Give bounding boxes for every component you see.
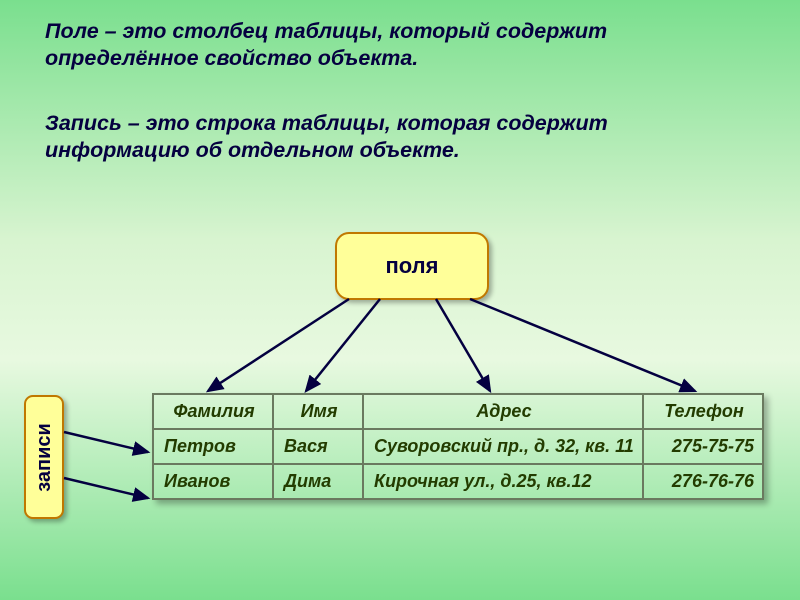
col-header-addr: Адрес <box>363 394 643 429</box>
definition-field: Поле – это столбец таблицы, который соде… <box>45 18 755 72</box>
fields-node-label: поля <box>386 253 439 279</box>
cell-name: Дима <box>273 464 363 499</box>
cell-tel: 276-76-76 <box>643 464 763 499</box>
cell-addr: Кирочная ул., д.25, кв.12 <box>363 464 643 499</box>
records-node-label: записи <box>33 423 56 492</box>
arrow <box>306 299 380 391</box>
arrow <box>470 299 695 391</box>
table-row: Петров Вася Суворовский пр., д. 32, кв. … <box>153 429 763 464</box>
records-node: записи <box>24 395 64 519</box>
cell-fam: Иванов <box>153 464 273 499</box>
cell-addr: Суворовский пр., д. 32, кв. 11 <box>363 429 643 464</box>
table-row: Иванов Дима Кирочная ул., д.25, кв.12 27… <box>153 464 763 499</box>
definition-record: Запись – это строка таблицы, которая сод… <box>45 110 755 164</box>
arrow <box>64 432 148 452</box>
cell-fam: Петров <box>153 429 273 464</box>
col-header-fam: Фамилия <box>153 394 273 429</box>
cell-tel: 275-75-75 <box>643 429 763 464</box>
arrow <box>436 299 490 391</box>
arrow <box>208 299 349 391</box>
cell-name: Вася <box>273 429 363 464</box>
example-table: Фамилия Имя Адрес Телефон Петров Вася Су… <box>152 393 764 500</box>
col-header-name: Имя <box>273 394 363 429</box>
arrow <box>64 478 148 498</box>
fields-node: поля <box>335 232 489 300</box>
table-header-row: Фамилия Имя Адрес Телефон <box>153 394 763 429</box>
slide-canvas: Поле – это столбец таблицы, который соде… <box>0 0 800 600</box>
arrows-layer <box>0 0 800 600</box>
col-header-tel: Телефон <box>643 394 763 429</box>
